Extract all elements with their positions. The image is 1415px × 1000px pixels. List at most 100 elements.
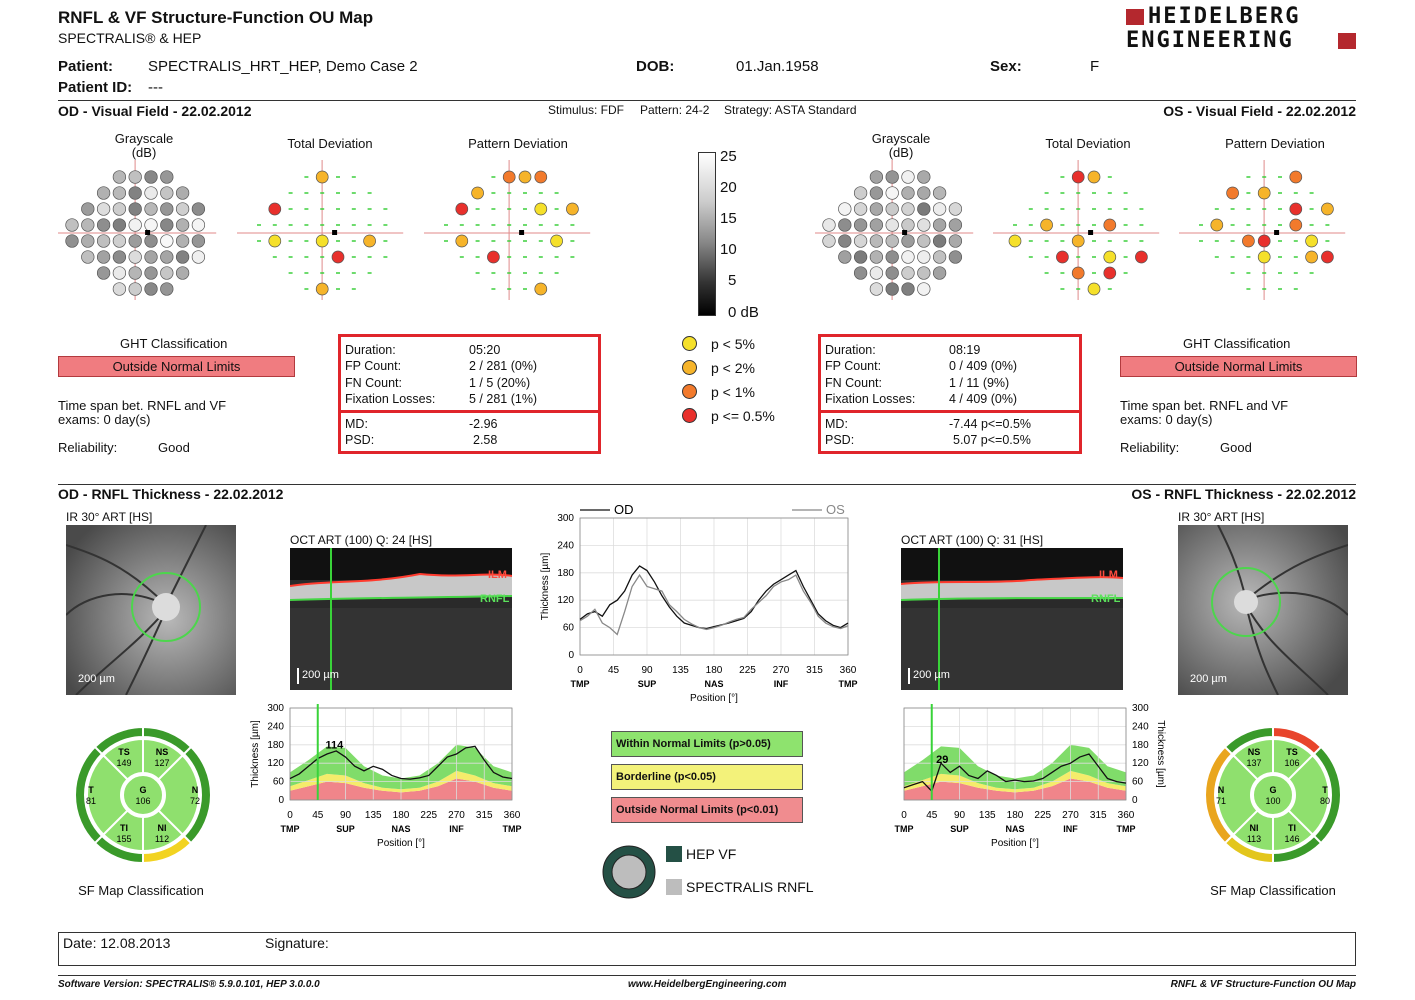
vf-gray-point: [869, 218, 884, 232]
vf-gray-point: [885, 266, 899, 280]
vf-gray-point: [932, 186, 947, 200]
vf-gray-point: [191, 234, 206, 248]
od-fp-label: FP Count:: [345, 359, 402, 373]
x-axis-label: Position [°]: [991, 838, 1039, 849]
vf-gray-point: [144, 170, 158, 184]
signature-label[interactable]: Signature:: [265, 935, 329, 951]
footer-report-name: RNFL & VF Structure-Function OU Map: [1170, 979, 1356, 990]
p05-label: p <= 0.5%: [711, 408, 775, 424]
os-ght-label: GHT Classification: [1183, 336, 1291, 351]
hep-vf-swatch: [666, 846, 682, 862]
od-fixation-label: Fixation Losses:: [345, 392, 436, 406]
vf-gray-point: [81, 234, 95, 248]
plot-frame: [289, 707, 513, 801]
vf-gray-point: [901, 250, 915, 264]
vf-gray-point: [901, 170, 915, 184]
sector-label: TMP: [1117, 824, 1136, 834]
y-tick-label: 300: [1132, 703, 1149, 714]
vf-gray-point: [128, 282, 142, 296]
x-tick-label: 90: [954, 810, 966, 821]
os-psd-value: 5.07 p<=0.5%: [953, 433, 1031, 447]
vf-gray-point: [869, 170, 884, 184]
report-subtitle: SPECTRALIS® & HEP: [58, 30, 202, 46]
od-vf-title: OD - Visual Field - 22.02.2012: [58, 103, 252, 119]
vf-gray-point: [175, 234, 190, 248]
od-fixation-value: 5 / 281 (1%): [469, 392, 538, 406]
vf-gray-point: [175, 266, 190, 280]
od-oct-bscan: ILM RNFL 200 µm: [290, 548, 512, 690]
vf-blind-spot: [332, 230, 338, 235]
vf-deviation-point: [455, 202, 469, 216]
od-rnfl-label: RNFL: [480, 593, 510, 605]
vf-deviation-point: [268, 202, 282, 216]
vf-deviation-point: [1257, 250, 1271, 264]
sector-label: TMP: [503, 824, 522, 834]
od-psd-value: 2.58: [473, 433, 498, 447]
vf-gray-point: [869, 202, 884, 216]
x-tick-label: 135: [672, 665, 689, 676]
vf-deviation-point: [1257, 234, 1271, 248]
os-grayscale-title: Grayscale: [871, 131, 931, 146]
series-line-primary: [579, 565, 849, 630]
legend-outside-normal: Outside Normal Limits (p<0.01): [611, 797, 803, 823]
od-time-span-value: exams: 0 day(s): [58, 412, 151, 427]
vf-gray-point: [885, 234, 899, 248]
sf-label-t: T: [1322, 785, 1328, 795]
x-tick-label: 45: [926, 810, 938, 821]
vf-deviation-point: [1103, 250, 1117, 264]
vf-gray-point: [96, 234, 111, 248]
scale-label-20: 20: [720, 179, 737, 196]
od-oct-label: OCT ART (100) Q: 24 [HS]: [290, 533, 433, 547]
y-tick-label: 60: [563, 623, 575, 634]
x-tick-label: 360: [504, 810, 521, 821]
sf-value-g: 106: [135, 796, 150, 806]
vf-gray-point: [869, 234, 884, 248]
y-tick-label: 60: [1132, 777, 1144, 788]
sf-value-ts: 106: [1284, 758, 1299, 768]
vf-gray-point: [885, 250, 899, 264]
os-ir-fundus-image: 200 µm: [1178, 525, 1348, 695]
vf-deviation-point: [518, 170, 532, 184]
vf-gray-point: [917, 234, 931, 248]
vf-gray-point: [144, 234, 158, 248]
vf-deviation-point: [1071, 234, 1085, 248]
scale-label-5: 5: [728, 272, 737, 289]
y-tick-label: 180: [1132, 740, 1149, 751]
od-rnfl-thickness-chart: 0 60 120 180 240 300 0 45 90 135 180 225 270 315 360 TM…: [250, 703, 522, 849]
vf-gray-point: [128, 186, 142, 200]
website-link[interactable]: www.HeidelbergEngineering.com: [628, 979, 787, 990]
od-ght-label: GHT Classification: [120, 336, 228, 351]
sf-value-t: 81: [86, 796, 96, 806]
pattern-label: Pattern: 24-2: [640, 103, 710, 117]
sf-label-ts: TS: [118, 747, 130, 757]
sf-value-g: 100: [1265, 796, 1280, 806]
y-tick-label: 240: [557, 540, 574, 551]
scale-label-25: 25: [720, 148, 737, 165]
vf-gray-point: [869, 282, 884, 296]
od-rnfl-title: OD - RNFL Thickness - 22.02.2012: [58, 486, 284, 502]
sf-value-ns: 137: [1246, 758, 1261, 768]
y-tick-label: 0: [1132, 795, 1138, 806]
vf-deviation-point: [1257, 186, 1271, 200]
od-reliability-value: Good: [158, 440, 190, 455]
sector-label: TMP: [895, 824, 914, 834]
vf-gray-point: [175, 218, 190, 232]
heidelberg-logo: HEIDELBERG ENGINEERING: [1126, 4, 1358, 53]
vf-gray-point: [838, 202, 852, 216]
rnfl-divider: [58, 484, 1356, 485]
os-psd-label: PSD:: [825, 433, 855, 447]
vf-gray-point: [932, 266, 947, 280]
vf-deviation-point: [1071, 266, 1085, 280]
os-total-deviation-title: Total Deviation: [1045, 136, 1131, 151]
od-ir-label: IR 30° ART [HS]: [66, 510, 153, 524]
vf-blind-spot: [1088, 230, 1094, 235]
vf-gray-point: [160, 266, 174, 280]
sector-label: SUP: [336, 824, 355, 834]
vf-gray-point: [932, 250, 947, 264]
x-tick-label: 180: [393, 810, 410, 821]
sf-value-ti: 146: [1284, 834, 1299, 844]
vf-gray-point: [822, 234, 836, 248]
os-rnfl-label: RNFL: [1091, 593, 1121, 605]
vf-gray-point: [885, 186, 899, 200]
sex-label: Sex:: [990, 58, 1022, 75]
